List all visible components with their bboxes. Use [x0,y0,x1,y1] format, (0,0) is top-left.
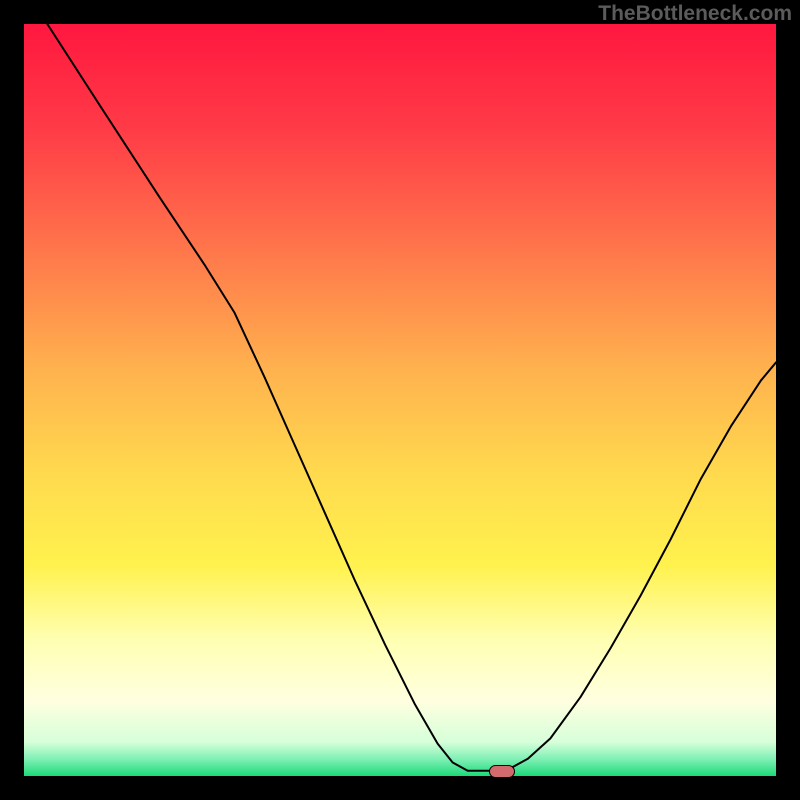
optimal-marker [489,765,515,778]
watermark-text: TheBottleneck.com [598,2,792,26]
plot-area [24,24,776,776]
bottleneck-curve [24,24,776,776]
chart-frame: TheBottleneck.com [0,0,800,800]
